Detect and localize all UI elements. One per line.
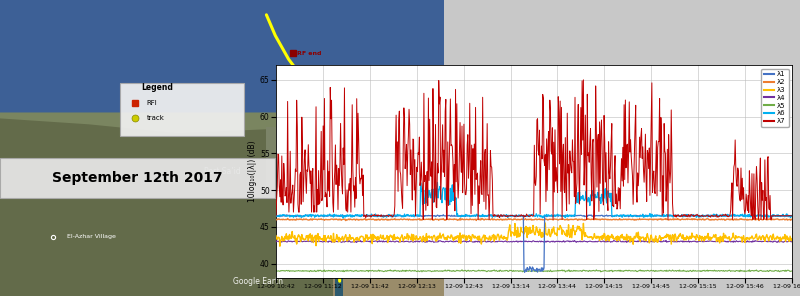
Text: Google Earth: Google Earth (233, 277, 282, 286)
Text: Port Sa’id: Port Sa’id (204, 167, 240, 176)
Text: track: track (146, 115, 164, 121)
Bar (0, 0, 444, 133)
Text: El-Azhar Village: El-Azhar Village (66, 234, 115, 239)
Text: September 12th 2017: September 12th 2017 (52, 171, 223, 185)
Legend: λ1, λ2, λ3, λ4, λ5, λ6, λ7: λ1, λ2, λ3, λ4, λ5, λ6, λ7 (761, 69, 789, 127)
Polygon shape (302, 95, 378, 133)
Text: RFI: RFI (146, 100, 158, 106)
Text: RF end: RF end (298, 51, 322, 56)
Bar (335, 133, 343, 296)
Bar (333, 148, 444, 296)
Text: Port Said: Port Said (335, 127, 366, 133)
Polygon shape (0, 112, 444, 133)
Bar (266, 127, 364, 192)
Text: RFI start: RFI start (341, 270, 372, 275)
Text: Legend: Legend (142, 83, 174, 92)
FancyBboxPatch shape (120, 83, 244, 136)
FancyBboxPatch shape (0, 158, 275, 198)
Bar (0, 118, 444, 296)
Y-axis label: 10log₁₀(|λ|) (dB): 10log₁₀(|λ|) (dB) (248, 141, 258, 202)
